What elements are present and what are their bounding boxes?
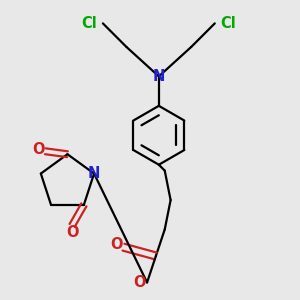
Text: N: N: [88, 166, 100, 181]
Text: O: O: [66, 225, 78, 240]
Text: O: O: [32, 142, 44, 157]
Text: O: O: [134, 275, 146, 290]
Text: Cl: Cl: [81, 16, 97, 31]
Text: N: N: [153, 69, 165, 84]
Text: Cl: Cl: [221, 16, 236, 31]
Text: O: O: [110, 237, 122, 252]
